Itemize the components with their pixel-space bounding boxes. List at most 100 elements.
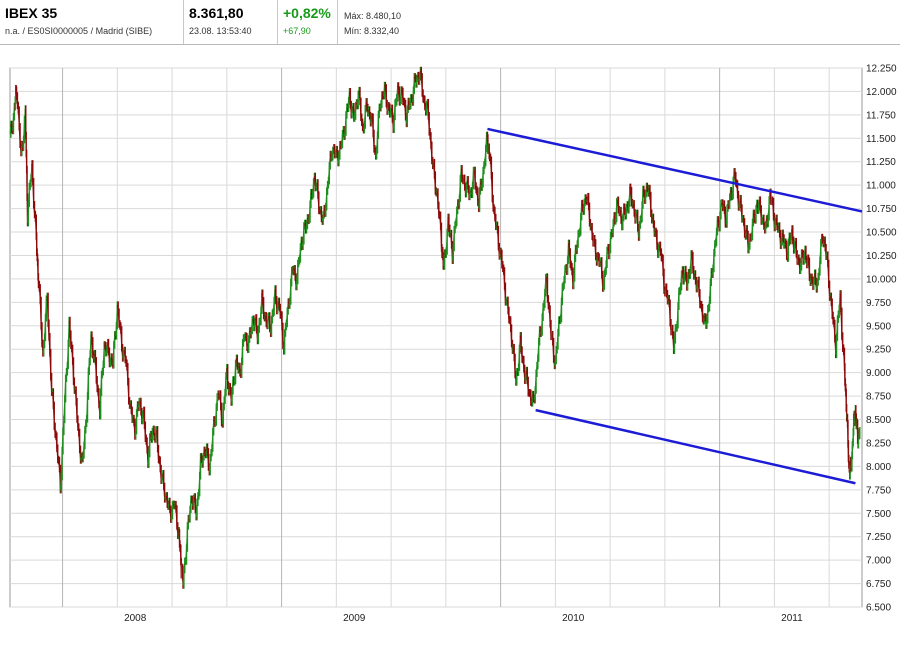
price-segment bbox=[715, 231, 718, 243]
price-segment bbox=[247, 339, 250, 350]
price-segment bbox=[262, 300, 265, 316]
price-segment bbox=[712, 252, 715, 269]
change-percent: +0,82% bbox=[283, 5, 331, 21]
price-segment bbox=[83, 429, 86, 446]
price-segment bbox=[554, 349, 557, 361]
price-segment bbox=[422, 98, 425, 100]
price-segment bbox=[293, 268, 296, 278]
price-segment bbox=[507, 310, 510, 320]
price-segment bbox=[383, 85, 386, 96]
price-segment bbox=[195, 502, 198, 517]
price-segment bbox=[676, 306, 679, 325]
price-segment bbox=[113, 334, 116, 346]
y-tick-label: 11.000 bbox=[866, 181, 896, 192]
price-segment bbox=[33, 204, 36, 215]
price-segment bbox=[175, 508, 178, 526]
price-segment bbox=[448, 228, 451, 234]
price-segment bbox=[400, 89, 403, 92]
price-segment bbox=[731, 195, 733, 197]
price-segment bbox=[387, 105, 390, 108]
price-segment bbox=[330, 156, 333, 159]
price-segment bbox=[581, 203, 584, 209]
price-segment bbox=[375, 149, 378, 156]
price-segment bbox=[39, 300, 42, 326]
price-segment bbox=[578, 231, 581, 234]
price-segment bbox=[233, 380, 236, 383]
price-segment bbox=[61, 431, 64, 451]
y-tick-label: 9.500 bbox=[866, 321, 891, 332]
price-segment bbox=[164, 496, 166, 500]
price-segment bbox=[242, 338, 244, 343]
price-segment bbox=[198, 475, 201, 493]
price-segment bbox=[168, 501, 171, 510]
price-segment bbox=[379, 104, 382, 108]
price-segment bbox=[689, 253, 692, 271]
price-segment bbox=[827, 263, 830, 285]
price-segment bbox=[412, 90, 414, 103]
price-segment bbox=[723, 210, 726, 224]
price-segment bbox=[566, 259, 569, 272]
price-segment bbox=[700, 304, 703, 308]
price-segment bbox=[640, 205, 643, 219]
price-segment bbox=[71, 348, 74, 362]
price-segment bbox=[255, 317, 258, 330]
y-tick-label: 7.000 bbox=[866, 556, 891, 567]
price-segment bbox=[674, 327, 676, 340]
price-segment bbox=[50, 376, 53, 393]
price-segment bbox=[794, 241, 797, 254]
price-segment bbox=[465, 185, 467, 194]
price-segment bbox=[405, 109, 408, 124]
price-segment bbox=[126, 366, 129, 382]
price-segment bbox=[228, 386, 231, 392]
price-segment bbox=[55, 436, 58, 449]
price-segment bbox=[44, 299, 47, 318]
price-segment bbox=[94, 360, 97, 380]
price-segment bbox=[540, 317, 543, 332]
price-segment bbox=[370, 116, 372, 123]
y-tick-label: 11.750 bbox=[866, 110, 896, 121]
price-segment bbox=[85, 418, 88, 424]
x-tick-label: 2011 bbox=[781, 613, 803, 624]
x-tick-label: 2008 bbox=[124, 613, 147, 624]
price-segment bbox=[110, 357, 113, 363]
price-segment bbox=[560, 301, 562, 319]
price-segment bbox=[163, 486, 166, 499]
price-segment bbox=[537, 341, 540, 359]
price-segment bbox=[826, 255, 829, 264]
price-segment bbox=[709, 271, 712, 283]
price-segment bbox=[308, 204, 311, 220]
price-segment bbox=[88, 353, 91, 362]
price-segment bbox=[841, 336, 844, 349]
price-segment bbox=[408, 104, 411, 107]
price-segment bbox=[278, 307, 281, 315]
price-segment bbox=[750, 236, 753, 239]
price-segment bbox=[201, 456, 204, 465]
y-tick-label: 9.250 bbox=[866, 345, 891, 356]
price-segment bbox=[132, 418, 135, 423]
price-segment bbox=[258, 320, 261, 323]
price-segment bbox=[433, 162, 435, 176]
price-segment bbox=[202, 450, 205, 457]
price-segment bbox=[82, 445, 85, 455]
price-segment bbox=[340, 143, 343, 146]
price-segment bbox=[553, 360, 556, 366]
price-segment bbox=[352, 106, 355, 119]
price-segment bbox=[220, 406, 223, 423]
price-segment bbox=[455, 210, 458, 223]
price-segment bbox=[58, 460, 60, 469]
price-segment bbox=[34, 214, 36, 219]
price-segment bbox=[752, 213, 755, 220]
price-segment bbox=[466, 179, 469, 190]
price-segment bbox=[799, 266, 802, 271]
price-segment bbox=[162, 473, 165, 487]
price-segment bbox=[707, 307, 710, 309]
price-segment bbox=[661, 258, 664, 273]
price-segment bbox=[389, 111, 392, 115]
price-segment bbox=[394, 101, 397, 104]
price-segment bbox=[47, 323, 50, 337]
price-segment bbox=[44, 317, 46, 338]
price-segment bbox=[361, 122, 364, 128]
price-segment bbox=[219, 394, 222, 407]
price-segment bbox=[16, 105, 19, 111]
price-segment bbox=[115, 325, 117, 336]
